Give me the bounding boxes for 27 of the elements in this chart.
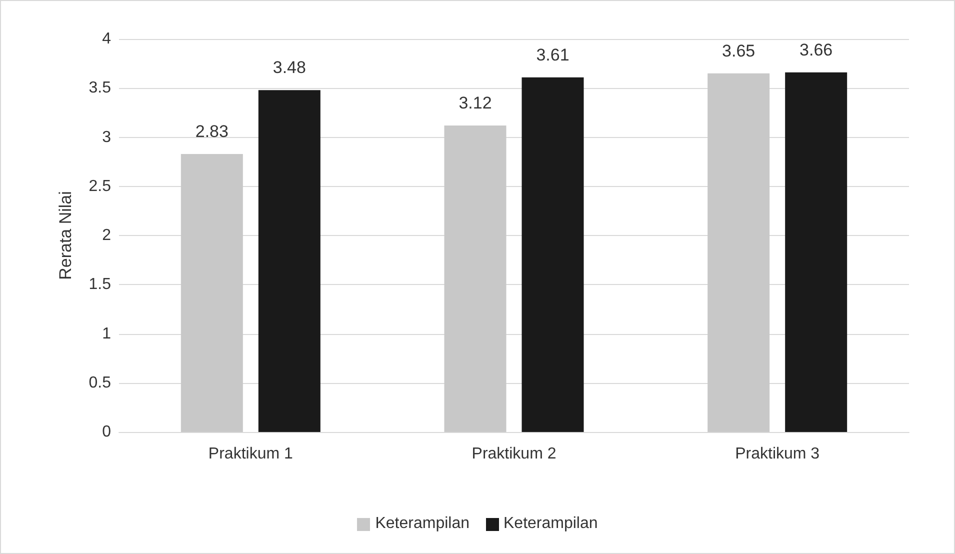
y-tick-label: 2 <box>102 227 112 244</box>
data-label: 3.66 <box>800 40 833 60</box>
y-tick-label: 4 <box>102 30 112 48</box>
x-tick-label: Praktikum 2 <box>472 446 556 462</box>
y-tick-label: 1.5 <box>88 276 112 294</box>
y-axis-title: Rerata Nilai <box>56 191 75 280</box>
y-tick-label: 3 <box>102 128 112 146</box>
y-tick-label: 0.5 <box>88 374 112 392</box>
data-label: 3.48 <box>272 58 306 78</box>
legend-label: Keterampilan <box>375 515 470 533</box>
bar <box>258 90 320 432</box>
bar <box>522 77 584 432</box>
y-tick-label: 1 <box>102 325 112 342</box>
bar <box>444 125 506 432</box>
y-tick-label: 3.5 <box>88 80 112 97</box>
bar <box>180 154 243 432</box>
y-tick-label: 0 <box>102 424 112 440</box>
x-tick-label: Praktikum 1 <box>208 446 294 462</box>
bar <box>785 72 848 432</box>
data-label: 3.61 <box>536 45 570 64</box>
y-tick-label: 2.5 <box>88 178 112 195</box>
data-label: 2.83 <box>195 122 228 141</box>
bar <box>708 73 770 432</box>
x-tick-label: Praktikum 3 <box>735 446 820 462</box>
data-label: 3.65 <box>722 41 756 60</box>
legend-label: Keterampilan <box>504 515 598 533</box>
data-label: 3.12 <box>458 93 492 112</box>
